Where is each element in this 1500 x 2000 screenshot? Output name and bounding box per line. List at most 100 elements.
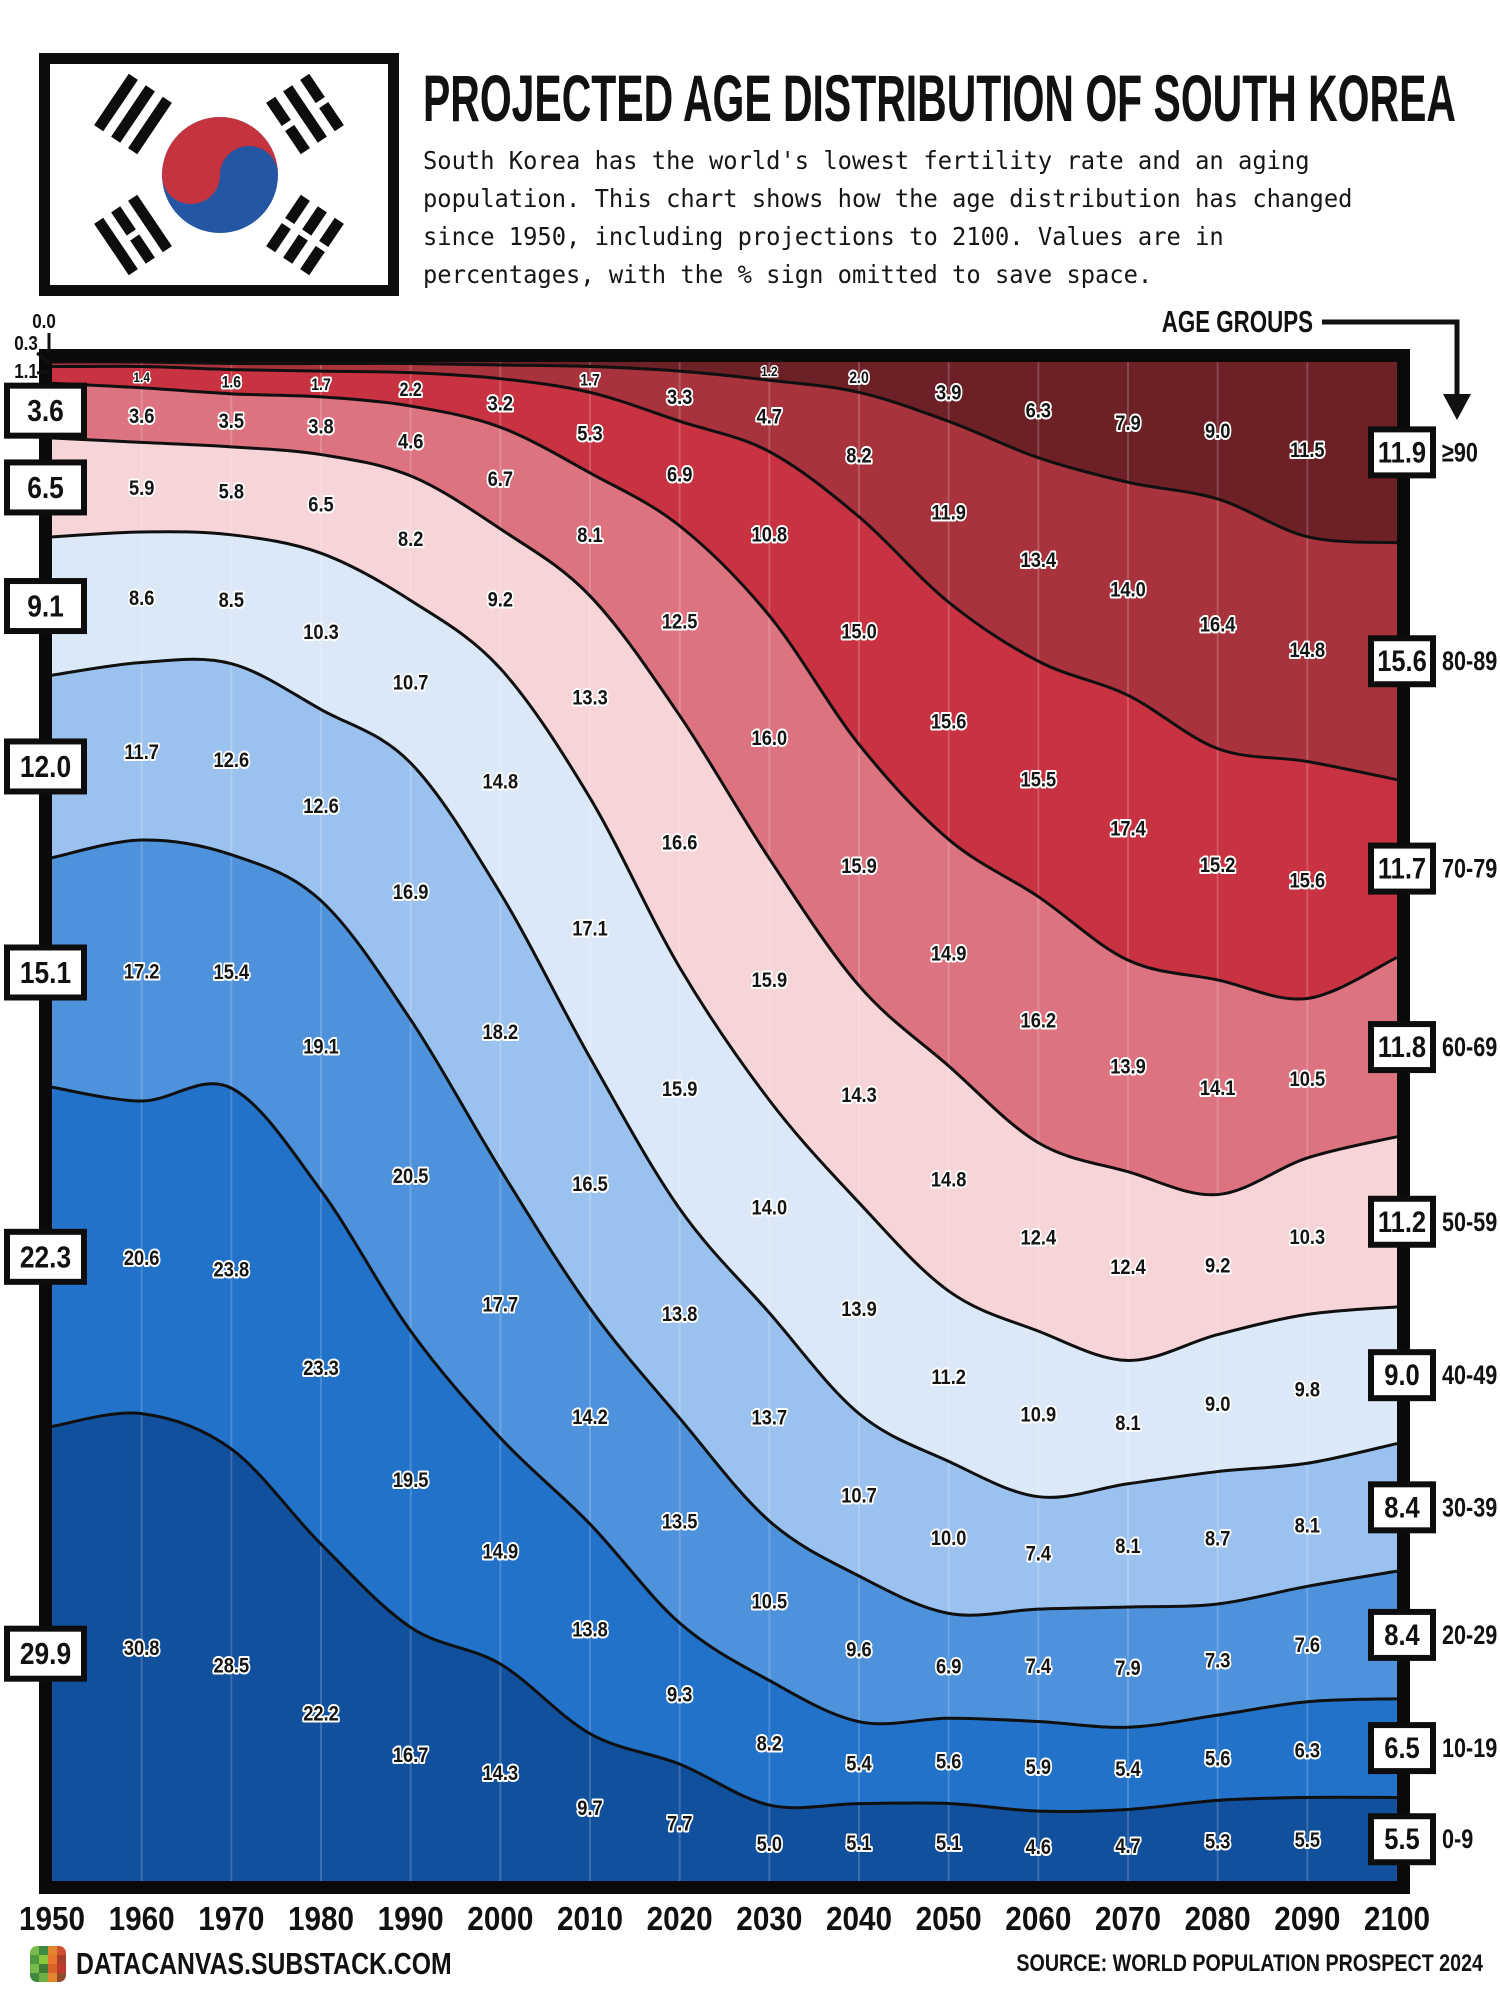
value-label: 12.4: [1110, 1256, 1146, 1280]
footer-brand: DATACANVAS.SUBSTACK.COM: [30, 1946, 546, 1982]
area-band-≥90: [52, 361, 1397, 543]
left-axis-box: [4, 1625, 87, 1682]
x-axis-tick: 2070: [1095, 1901, 1161, 1938]
value-label: 8.1: [577, 524, 602, 548]
age-group-label: 10-19: [1442, 1734, 1497, 1764]
value-label: 23.3: [303, 1357, 339, 1381]
value-label: 3.2: [488, 392, 513, 416]
value-label: 7.3: [1205, 1649, 1230, 1673]
x-axis-tick: 2020: [647, 1901, 713, 1938]
area-band-50-59: [52, 438, 1397, 1361]
age-groups-arrowhead-icon: [1443, 394, 1471, 420]
value-label: 7.6: [1295, 1633, 1320, 1657]
value-label: 15.9: [662, 1078, 698, 1102]
trigram-ri-icon: [94, 194, 172, 276]
value-label: 6.5: [308, 493, 333, 517]
band-boundary: [51, 838, 1398, 1617]
value-label: 14.9: [931, 942, 967, 966]
left-axis-box: [4, 382, 87, 439]
value-label: 13.7: [752, 1406, 788, 1430]
right-axis-box: [1368, 1349, 1436, 1402]
value-label: 3.3: [667, 386, 692, 410]
value-label: 14.0: [1110, 578, 1146, 602]
age-group-label: 50-59: [1442, 1208, 1497, 1238]
value-label: 1.4: [133, 369, 150, 385]
value-label: 17.4: [1110, 817, 1146, 841]
left-axis-small-label: 0.0: [32, 310, 56, 333]
value-label: 1.6: [222, 374, 241, 392]
value-label: 20.6: [124, 1247, 160, 1271]
x-axis-tick: 2030: [736, 1901, 802, 1938]
value-label: 11.2: [931, 1366, 966, 1390]
value-label: 11.5: [1290, 439, 1325, 463]
value-label: 5.3: [577, 422, 602, 446]
value-label: 12.6: [303, 795, 339, 819]
age-group-label: 30-39: [1442, 1493, 1497, 1523]
value-label: 16.0: [752, 727, 788, 751]
band-boundary: [51, 364, 1398, 782]
age-group-label: 60-69: [1442, 1033, 1497, 1063]
south-korea-flag-icon: [39, 53, 399, 296]
value-label: 28.5: [214, 1654, 250, 1678]
value-label: 10.9: [1021, 1403, 1057, 1427]
area-band-40-49: [52, 531, 1397, 1498]
value-label: 10.7: [841, 1484, 877, 1508]
value-label: 6.9: [667, 463, 692, 487]
age-group-label: 80-89: [1442, 647, 1497, 677]
value-label: 5.3: [1205, 1830, 1230, 1854]
value-label: 5.9: [129, 477, 154, 501]
value-label: 3.9: [936, 381, 961, 405]
datacanvas-logo-icon: [30, 1946, 66, 1982]
left-axis-leader: [36, 369, 51, 375]
right-axis-box-label: 11.8: [1378, 1030, 1426, 1063]
value-label: 16.9: [393, 881, 429, 905]
value-label: 14.2: [572, 1406, 608, 1430]
trigram-geon-icon: [94, 73, 172, 155]
value-label: 5.9: [1026, 1756, 1051, 1780]
x-axis-tick: 2050: [916, 1901, 982, 1938]
value-label: 16.6: [662, 831, 698, 855]
right-axis-box-label: 11.2: [1378, 1205, 1426, 1238]
left-axis-small-label: 0.3: [14, 332, 38, 355]
page-subtitle: South Korea has the world's lowest ferti…: [423, 146, 1353, 289]
value-label: 16.4: [1200, 613, 1236, 637]
left-axis-box-label: 9.1: [27, 590, 64, 624]
value-label: 12.5: [662, 610, 698, 634]
value-label: 23.8: [214, 1258, 250, 1282]
value-label: 7.4: [1026, 1542, 1051, 1566]
value-label: 5.6: [936, 1750, 961, 1774]
value-label: 18.2: [483, 1021, 519, 1045]
value-label: 8.5: [219, 589, 244, 613]
value-label: 3.8: [308, 415, 333, 439]
value-label: 13.3: [572, 686, 608, 710]
value-label: 5.1: [846, 1832, 871, 1856]
value-label: 4.6: [398, 430, 423, 454]
left-axis-box-label: 3.6: [27, 394, 64, 428]
left-axis-box: [4, 459, 87, 516]
value-label: 5.5: [1295, 1829, 1320, 1853]
age-group-label: 20-29: [1442, 1621, 1497, 1651]
right-axis-box: [1368, 1608, 1436, 1661]
value-label: 14.3: [483, 1762, 519, 1786]
x-axis-tick: 2080: [1185, 1901, 1251, 1938]
x-axis-tick: 2100: [1364, 1901, 1430, 1938]
left-axis-box-label: 12.0: [20, 750, 71, 784]
right-axis-box: [1368, 426, 1436, 479]
value-label: 10.7: [393, 671, 429, 695]
value-label: 7.4: [1026, 1655, 1051, 1679]
area-band-0-9: [52, 1412, 1397, 1881]
value-label: 8.2: [398, 528, 423, 552]
value-label: 14.8: [483, 770, 519, 794]
x-axis-tick: 1950: [19, 1901, 85, 1938]
value-label: 5.4: [846, 1752, 871, 1776]
value-label: 1.7: [311, 376, 330, 394]
right-axis-box-label: 9.0: [1384, 1358, 1419, 1391]
value-label: 16.7: [393, 1744, 429, 1768]
x-axis-tick: 2090: [1274, 1901, 1340, 1938]
value-label: 16.2: [1021, 1009, 1057, 1033]
value-label: 8.6: [129, 587, 154, 611]
right-axis-box-label: 11.7: [1378, 852, 1426, 885]
left-axis-box: [4, 738, 87, 795]
area-band-60-69: [52, 383, 1397, 1195]
value-label: 2.2: [399, 379, 422, 401]
